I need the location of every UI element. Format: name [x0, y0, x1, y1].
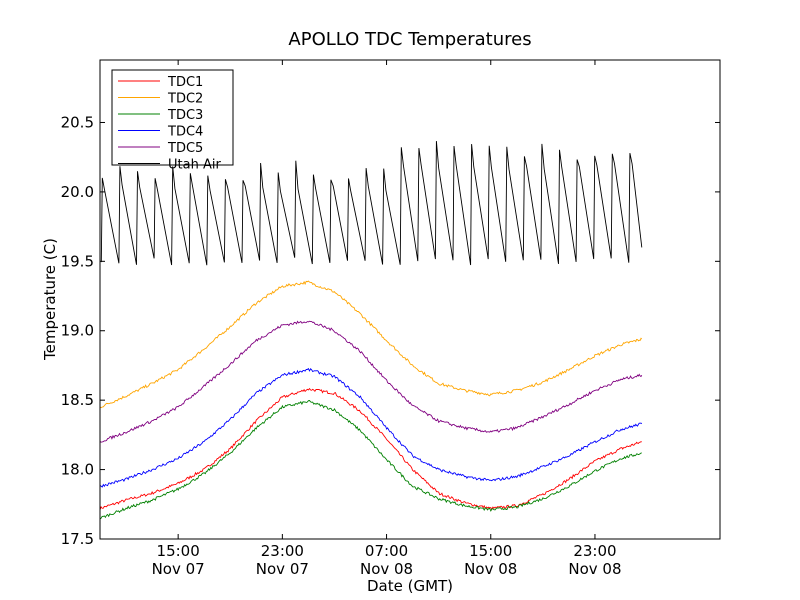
legend-label-tdc3: TDC3: [167, 108, 203, 123]
x-tick-label-time: 23:00: [573, 542, 616, 560]
series-line-tdc2: [99, 280, 643, 409]
y-tick-label: 17.5: [61, 530, 94, 548]
legend-box: [111, 69, 234, 166]
series-line-tdc3: [99, 400, 642, 520]
series-line-utah-air: [100, 141, 643, 266]
legend-label-tdc5: TDC5: [167, 141, 203, 156]
series-line-tdc4: [99, 367, 643, 488]
y-tick-label: 19.5: [61, 252, 94, 270]
plot-series: [99, 141, 643, 520]
series-line-tdc5: [99, 320, 643, 443]
y-axis: 17.5 18.0 18.5 19.0 19.5 20.0 20.5: [61, 113, 720, 548]
legend-label-tdc4: TDC4: [167, 125, 203, 140]
x-tick-label-time: 23:00: [261, 542, 304, 560]
x-tick-label-time: 07:00: [365, 542, 408, 560]
x-tick-label-date: Nov 08: [360, 560, 413, 578]
x-tick-label-time: 15:00: [469, 542, 512, 560]
legend-label-tdc1: TDC1: [167, 75, 203, 90]
legend-label-tdc2: TDC2: [167, 92, 203, 107]
x-axis-label: Date (GMT): [367, 577, 453, 595]
plot-frame: [99, 59, 721, 540]
x-tick-label-date: Nov 08: [568, 560, 621, 578]
x-tick-label-date: Nov 08: [464, 560, 517, 578]
legend-label-utah-air: Utah Air: [168, 158, 221, 173]
y-tick-label: 18.5: [61, 391, 94, 409]
y-tick-label: 19.0: [61, 322, 94, 340]
x-tick-label-time: 15:00: [157, 542, 200, 560]
series-line-tdc1: [99, 387, 642, 511]
x-tick-label-date: Nov 07: [152, 560, 205, 578]
y-tick-label: 20.5: [61, 113, 94, 131]
y-axis-label: Temperature (C): [41, 238, 59, 361]
y-tick-label: 20.0: [61, 183, 94, 201]
chart-title: APOLLO TDC Temperatures: [288, 29, 531, 50]
y-tick-label: 18.0: [61, 461, 94, 479]
x-tick-label-date: Nov 07: [256, 560, 309, 578]
